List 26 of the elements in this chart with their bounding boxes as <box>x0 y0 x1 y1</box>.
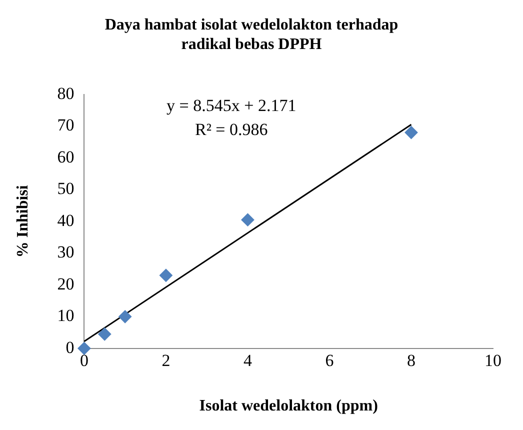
y-tick-label: 30 <box>57 242 74 262</box>
y-tick-label: 0 <box>66 338 74 357</box>
x-tick-label: 0 <box>80 351 88 370</box>
point <box>98 328 112 341</box>
y-tick-label: 20 <box>57 274 74 294</box>
chart-title: Daya hambat isolat wedelolakton terhadap radikal bebas DPPH <box>104 16 398 53</box>
x-tick-label: 4 <box>243 351 252 370</box>
point <box>241 213 254 226</box>
annotation: y = 8.545x + 2.171 <box>166 96 296 115</box>
point <box>118 310 132 324</box>
y-tick-label: 10 <box>57 306 74 326</box>
point <box>404 126 418 139</box>
annotation: R² = 0.986 <box>194 120 268 139</box>
x-tick-label: 8 <box>406 351 416 370</box>
point <box>159 268 172 282</box>
x-tick-label: 10 <box>484 351 502 370</box>
x-tick-label: 2 <box>162 351 170 370</box>
y-tick-label: 60 <box>57 147 74 166</box>
x-axis-title: Isolat wedelolakton (ppm) <box>199 398 378 415</box>
y-tick-label: 70 <box>57 116 74 135</box>
x-tick-label: 6 <box>325 351 334 370</box>
point <box>78 342 91 355</box>
y-tick-label: 50 <box>57 179 74 198</box>
y-axis-title: % Inhibisi <box>14 184 32 258</box>
y-tick-label: 40 <box>57 210 74 230</box>
y-tick-label: 80 <box>57 84 74 103</box>
